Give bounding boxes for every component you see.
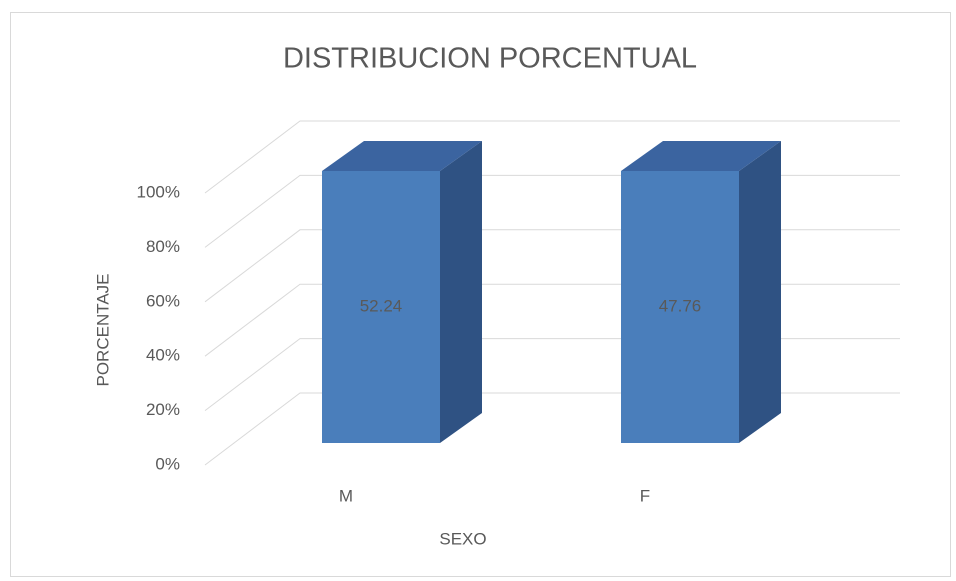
bar-top — [322, 141, 482, 171]
bar — [621, 141, 781, 443]
y-tick-label: 0% — [155, 454, 180, 473]
chart-title: DISTRIBUCION PORCENTUAL — [283, 43, 697, 75]
y-tick-label: 40% — [146, 346, 180, 365]
y-tick-label: 60% — [146, 291, 180, 310]
y-tick-label: 20% — [146, 400, 180, 419]
bar-top — [621, 141, 781, 171]
bar-front — [322, 171, 440, 443]
data-label: 47.76 — [659, 296, 702, 315]
grid-line — [204, 120, 900, 194]
y-tick-label: 80% — [146, 237, 180, 256]
y-axis-title: PORCENTAJE — [93, 273, 112, 386]
bar — [322, 141, 482, 443]
x-tick-label: M — [339, 486, 353, 505]
x-axis-title: SEXO — [439, 529, 486, 548]
bar-side — [739, 141, 781, 443]
x-tick-label: F — [640, 486, 650, 505]
bar-side — [440, 141, 482, 443]
y-tick-label: 100% — [137, 182, 180, 201]
bar-front — [621, 171, 739, 443]
data-label: 52.24 — [360, 296, 403, 315]
